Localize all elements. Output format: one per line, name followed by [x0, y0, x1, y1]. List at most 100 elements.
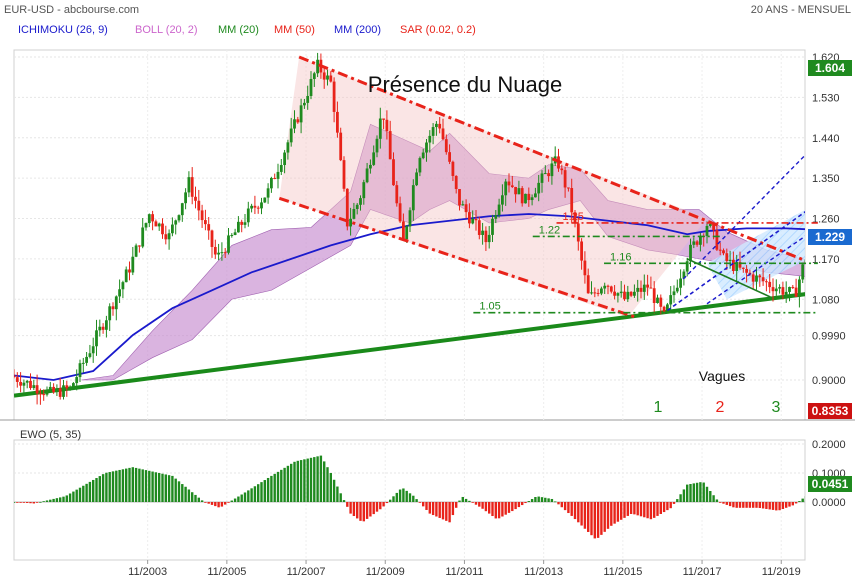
candle-body — [233, 232, 237, 235]
candle-body — [336, 111, 339, 133]
candle-body — [62, 385, 65, 397]
candle-body — [590, 292, 593, 294]
candle-body — [517, 188, 521, 195]
ewo-bar — [217, 502, 220, 508]
candle-body — [378, 118, 382, 139]
ewo-bar — [458, 500, 461, 502]
ewo-bar — [735, 502, 738, 508]
ewo-bar — [471, 502, 474, 503]
candle-body — [778, 287, 781, 289]
x-tick-label: 11/2003 — [128, 566, 167, 578]
ewo-bar — [692, 483, 695, 502]
ewo-bar — [593, 502, 596, 539]
ewo-bar — [72, 491, 75, 502]
ewo-bar — [448, 502, 451, 523]
ewo-bar — [405, 490, 408, 502]
ewo-bar — [115, 470, 118, 502]
x-tick-label: 11/2007 — [287, 566, 326, 578]
ewo-bar — [788, 502, 791, 507]
candle-body — [250, 205, 253, 209]
candle-body — [649, 287, 653, 289]
ewo-bar — [530, 499, 534, 502]
candle-body — [369, 164, 372, 169]
ewo-bar — [649, 502, 653, 520]
legend-item: BOLL (20, 2) — [135, 24, 198, 36]
ewo-bar — [695, 482, 699, 502]
candle-body — [543, 173, 547, 175]
candle-body — [510, 185, 514, 187]
candle-body — [794, 287, 798, 297]
ewo-bar — [352, 502, 356, 517]
x-tick-label: 11/2019 — [762, 566, 801, 578]
candle-body — [435, 123, 438, 128]
ewo-bar — [253, 486, 257, 502]
ewo-bar — [801, 498, 804, 502]
ewo-bar — [204, 502, 207, 503]
ewo-bar — [339, 493, 342, 502]
candle-body — [458, 189, 461, 206]
candle-body — [741, 267, 745, 269]
ewo-bar — [606, 502, 610, 529]
candle-body — [613, 291, 616, 296]
legend-item: SAR (0.02, 0.2) — [400, 24, 476, 36]
ewo-bar — [16, 502, 19, 503]
candle-body — [154, 221, 158, 227]
ewo-bar — [732, 502, 735, 508]
rising-channel-outer — [682, 154, 805, 280]
candle-body — [144, 223, 148, 228]
ewo-bar — [728, 502, 732, 507]
candle-body — [781, 287, 785, 295]
candle-body — [441, 128, 445, 140]
candle-body — [606, 285, 610, 287]
candle-body — [675, 287, 679, 292]
ewo-bar — [494, 502, 497, 519]
y-tick-label: 1.080 — [812, 294, 840, 306]
ewo-bar — [125, 468, 128, 502]
candle-body — [45, 389, 49, 395]
candle-body — [95, 330, 98, 347]
ewo-bar — [280, 469, 283, 502]
y-tick-label: 1.170 — [812, 254, 840, 266]
ewo-bar — [247, 490, 250, 502]
ewo-bar — [26, 502, 29, 503]
candle-body — [534, 193, 537, 198]
ewo-bar — [161, 473, 164, 502]
candle-body — [81, 362, 85, 364]
candle-body — [210, 230, 214, 247]
candle-body — [586, 275, 590, 294]
candle-body — [286, 142, 290, 153]
ewo-bar — [22, 502, 26, 503]
candle-body — [365, 168, 369, 183]
period-label: 20 ANS - MENSUEL — [751, 4, 851, 16]
ewo-bar — [771, 502, 775, 510]
ewo-bar — [705, 486, 709, 502]
ewo-bar — [148, 470, 151, 502]
ewo-bar — [752, 502, 755, 508]
candle-body — [312, 73, 316, 80]
candle-body — [382, 118, 385, 120]
ewo-last-badge — [808, 476, 852, 492]
ewo-bar — [600, 502, 603, 535]
candle-body — [177, 215, 181, 221]
candle-body — [372, 152, 376, 165]
candle-body — [646, 284, 649, 288]
ewo-bar — [798, 501, 801, 502]
ewo-bar — [686, 484, 689, 502]
level-label: 1.22 — [539, 224, 560, 236]
ewo-bar — [134, 467, 138, 502]
ewo-bar — [610, 502, 613, 526]
candle-body — [72, 383, 75, 387]
rising-channel-upper — [666, 211, 805, 312]
ewo-bar — [131, 467, 134, 502]
ewo-bar — [791, 502, 794, 506]
ewo-bar — [804, 496, 805, 502]
ewo-bar — [313, 457, 316, 502]
ewo-bar — [121, 469, 125, 502]
candle-body — [718, 249, 722, 251]
price-layer — [14, 52, 805, 405]
ewo-bar — [587, 502, 590, 532]
candle-body — [659, 297, 663, 307]
ewo-bar — [141, 469, 144, 502]
candle-body — [326, 75, 329, 80]
ewo-bar — [408, 493, 412, 502]
